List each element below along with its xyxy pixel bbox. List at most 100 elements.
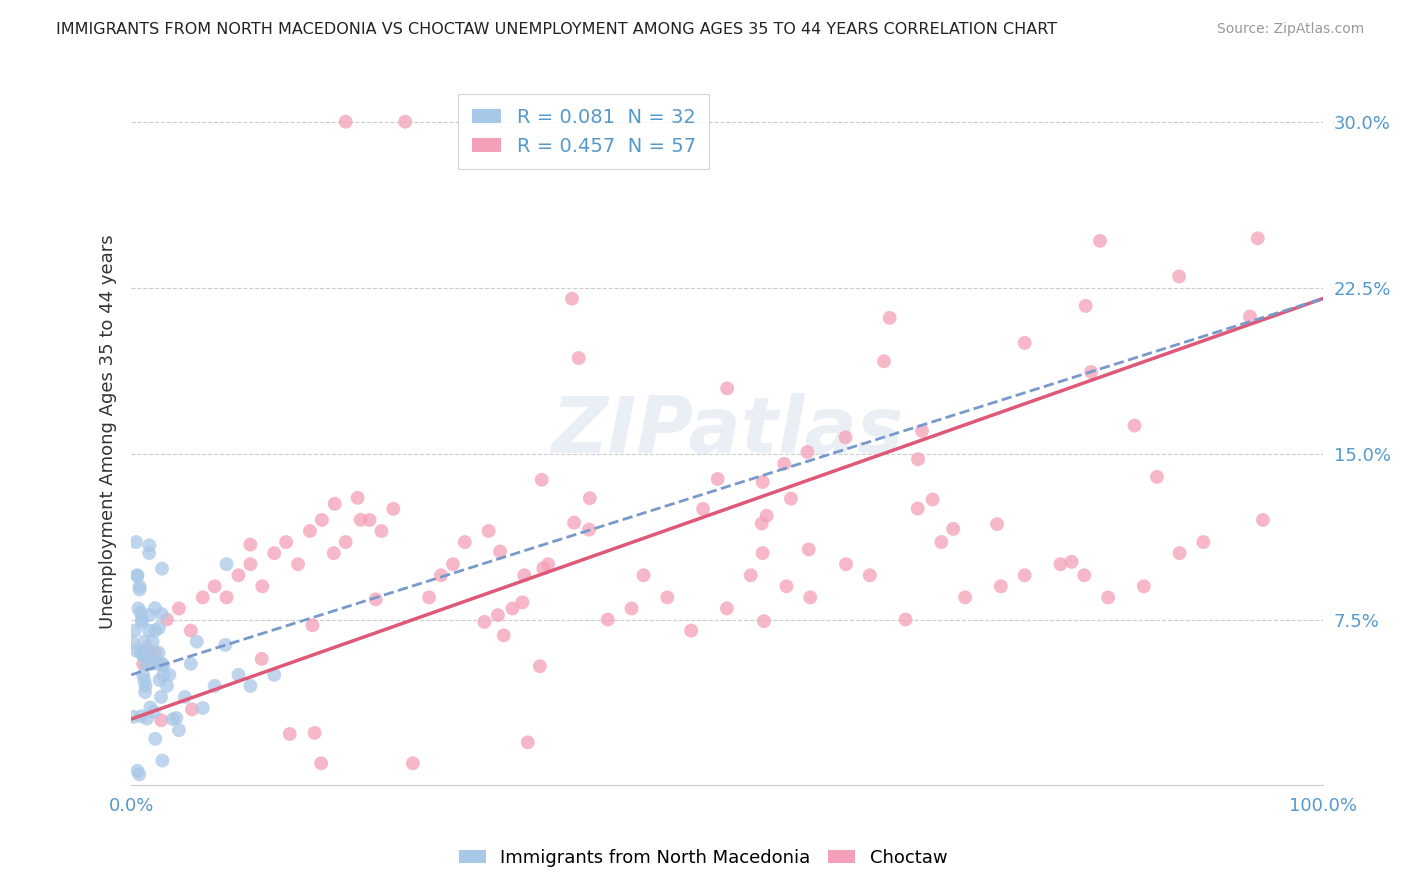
Point: [1123, 418, 1146, 433]
Point: [657, 591, 679, 605]
Point: [1251, 513, 1274, 527]
Point: [911, 424, 934, 438]
Point: [250, 652, 273, 666]
Point: [124, 624, 146, 638]
Point: [131, 613, 153, 627]
Point: [1049, 558, 1071, 572]
Point: [1088, 234, 1111, 248]
Point: [418, 591, 440, 605]
Point: [350, 513, 373, 527]
Point: [633, 568, 655, 582]
Point: [512, 595, 534, 609]
Point: [359, 513, 381, 527]
Point: [215, 558, 238, 572]
Point: [128, 579, 150, 593]
Point: [681, 624, 703, 638]
Point: [751, 516, 773, 531]
Point: [134, 673, 156, 688]
Point: [139, 646, 162, 660]
Point: [568, 351, 591, 365]
Point: [263, 668, 285, 682]
Point: [142, 634, 165, 648]
Point: [775, 579, 797, 593]
Point: [1060, 555, 1083, 569]
Point: [129, 606, 152, 620]
Point: [239, 558, 262, 572]
Point: [1074, 299, 1097, 313]
Point: [128, 582, 150, 597]
Point: [252, 579, 274, 593]
Point: [148, 646, 170, 660]
Point: [141, 657, 163, 671]
Point: [751, 475, 773, 489]
Point: [513, 568, 536, 582]
Point: [562, 516, 585, 530]
Point: [135, 712, 157, 726]
Point: [135, 679, 157, 693]
Point: [716, 381, 738, 395]
Point: [953, 591, 976, 605]
Point: [143, 624, 166, 638]
Point: [132, 648, 155, 663]
Point: [278, 727, 301, 741]
Point: [204, 579, 226, 593]
Point: [1133, 579, 1156, 593]
Point: [879, 310, 901, 325]
Point: [323, 497, 346, 511]
Point: [127, 569, 149, 583]
Point: [692, 501, 714, 516]
Point: [430, 568, 453, 582]
Text: ZIPatlas: ZIPatlas: [551, 393, 903, 469]
Point: [143, 646, 166, 660]
Point: [859, 568, 882, 582]
Point: [516, 735, 538, 749]
Point: [214, 638, 236, 652]
Point: [1146, 470, 1168, 484]
Point: [716, 601, 738, 615]
Point: [152, 668, 174, 682]
Point: [530, 473, 553, 487]
Point: [204, 679, 226, 693]
Point: [138, 607, 160, 622]
Point: [146, 657, 169, 671]
Legend: R = 0.081  N = 32, R = 0.457  N = 57: R = 0.081 N = 32, R = 0.457 N = 57: [458, 95, 710, 169]
Point: [478, 524, 501, 538]
Legend: Immigrants from North Macedonia, Choctaw: Immigrants from North Macedonia, Choctaw: [451, 842, 955, 874]
Point: [740, 568, 762, 582]
Point: [780, 491, 803, 506]
Point: [907, 501, 929, 516]
Point: [492, 628, 515, 642]
Point: [191, 701, 214, 715]
Y-axis label: Unemployment Among Ages 35 to 44 years: Unemployment Among Ages 35 to 44 years: [100, 234, 117, 629]
Point: [561, 292, 583, 306]
Point: [125, 535, 148, 549]
Point: [1014, 335, 1036, 350]
Point: [156, 679, 179, 693]
Point: [986, 517, 1008, 532]
Point: [138, 538, 160, 552]
Point: [755, 508, 778, 523]
Point: [149, 673, 172, 687]
Point: [132, 657, 155, 671]
Point: [186, 634, 208, 648]
Point: [1239, 310, 1261, 324]
Point: [134, 634, 156, 648]
Point: [454, 535, 477, 549]
Point: [907, 452, 929, 467]
Point: [578, 523, 600, 537]
Point: [501, 601, 523, 615]
Point: [150, 607, 173, 621]
Point: [162, 712, 184, 726]
Point: [1080, 365, 1102, 379]
Point: [148, 621, 170, 635]
Point: [121, 635, 143, 649]
Point: [239, 679, 262, 693]
Point: [165, 711, 187, 725]
Point: [1168, 269, 1191, 284]
Point: [1168, 546, 1191, 560]
Point: [797, 542, 820, 557]
Point: [1073, 568, 1095, 582]
Point: [298, 524, 321, 538]
Point: [304, 726, 326, 740]
Point: [441, 558, 464, 572]
